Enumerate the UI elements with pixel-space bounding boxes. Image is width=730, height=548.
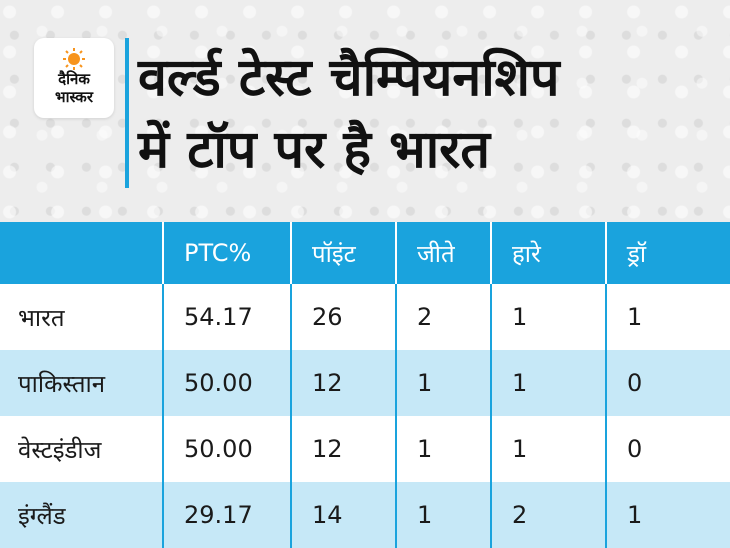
cell-won: 1 bbox=[395, 482, 491, 548]
title-line-1: वर्ल्ड टेस्ट चैम्पियनशिप bbox=[138, 48, 560, 108]
sun-icon bbox=[63, 48, 85, 70]
column-header-ptc: PTC% bbox=[162, 222, 291, 284]
cell-ptc: 54.17 bbox=[162, 284, 291, 350]
table-row: पाकिस्तान 50.00 12 1 1 0 bbox=[0, 350, 730, 416]
column-header-draw: ड्रॉ bbox=[605, 222, 730, 284]
cell-won: 1 bbox=[395, 416, 491, 482]
table-row: इंग्लैंड 29.17 14 1 2 1 bbox=[0, 482, 730, 548]
cell-draw: 0 bbox=[605, 350, 730, 416]
header-background: दैनिक भास्कर वर्ल्ड टेस्ट चैम्पियनशिप मे… bbox=[0, 0, 730, 222]
cell-lost: 2 bbox=[490, 482, 606, 548]
cell-team: भारत bbox=[18, 303, 65, 332]
cell-team: वेस्टइंडीज bbox=[18, 435, 102, 464]
standings-table: PTC% पॉइंट जीते हारे ड्रॉ भारत 54.17 26 … bbox=[0, 222, 730, 548]
cell-draw: 1 bbox=[605, 284, 730, 350]
cell-lost: 1 bbox=[490, 416, 606, 482]
cell-lost: 1 bbox=[490, 284, 606, 350]
column-header-won: जीते bbox=[395, 222, 491, 284]
brand-name-line2: भास्कर bbox=[55, 88, 93, 106]
cell-points: 14 bbox=[290, 482, 396, 548]
title-accent-bar bbox=[125, 38, 129, 188]
title-line-2: में टॉप पर है भारत bbox=[138, 120, 491, 180]
cell-ptc: 50.00 bbox=[162, 416, 291, 482]
cell-points: 12 bbox=[290, 350, 396, 416]
column-header-points: पॉइंट bbox=[290, 222, 396, 284]
page-title: वर्ल्ड टेस्ट चैम्पियनशिप में टॉप पर है भ… bbox=[138, 42, 718, 186]
table-header-row: PTC% पॉइंट जीते हारे ड्रॉ bbox=[0, 222, 730, 284]
brand-name-line1: दैनिक bbox=[58, 70, 90, 88]
cell-ptc: 29.17 bbox=[162, 482, 291, 548]
cell-points: 12 bbox=[290, 416, 396, 482]
brand-logo: दैनिक भास्कर bbox=[34, 38, 114, 118]
cell-won: 1 bbox=[395, 350, 491, 416]
cell-won: 2 bbox=[395, 284, 491, 350]
column-header-team bbox=[0, 222, 163, 284]
table-row: वेस्टइंडीज 50.00 12 1 1 0 bbox=[0, 416, 730, 482]
cell-draw: 0 bbox=[605, 416, 730, 482]
column-header-lost: हारे bbox=[490, 222, 606, 284]
table-row: भारत 54.17 26 2 1 1 bbox=[0, 284, 730, 350]
cell-ptc: 50.00 bbox=[162, 350, 291, 416]
cell-lost: 1 bbox=[490, 350, 606, 416]
cell-draw: 1 bbox=[605, 482, 730, 548]
cell-points: 26 bbox=[290, 284, 396, 350]
cell-team: पाकिस्तान bbox=[18, 369, 106, 398]
cell-team: इंग्लैंड bbox=[18, 501, 66, 530]
